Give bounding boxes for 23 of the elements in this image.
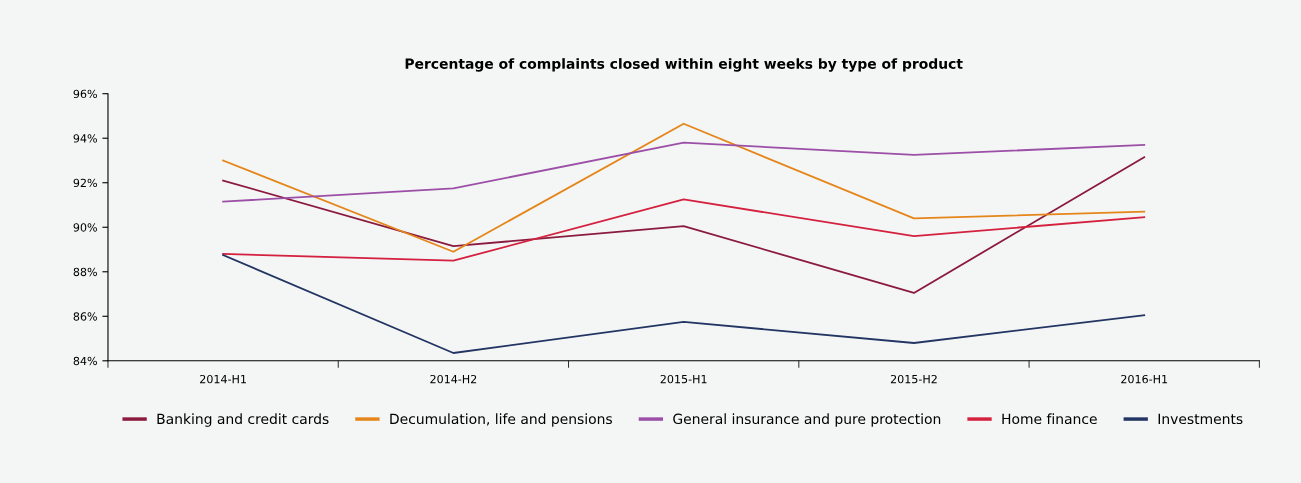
line-series bbox=[222, 122, 1146, 253]
y-tick-label: 86% bbox=[73, 312, 97, 321]
line-series bbox=[222, 254, 1146, 354]
legend-label: Decumulation, life and pensions bbox=[390, 413, 613, 427]
legend-label: General insurance and pure protection bbox=[673, 413, 941, 427]
legend-label: Investments bbox=[1158, 413, 1243, 425]
line-series bbox=[222, 198, 1146, 262]
y-tick-label: 84% bbox=[73, 356, 97, 366]
line-series bbox=[222, 156, 1146, 294]
x-tick-label: 2016-H1 bbox=[1121, 374, 1168, 384]
x-tick-label: 2014-H1 bbox=[200, 374, 246, 384]
x-tick-label: 2015-H2 bbox=[890, 374, 937, 384]
y-tick-label: 90% bbox=[73, 223, 97, 232]
chart-title: Percentage of complaints closed within eight weeks by type of product bbox=[405, 58, 963, 72]
y-tick-label: 88% bbox=[73, 267, 97, 277]
x-tick-label: 2014-H2 bbox=[430, 374, 477, 384]
y-tick-label: 96% bbox=[73, 89, 97, 99]
y-tick-label: 94% bbox=[73, 134, 97, 143]
x-tick-label: 2015-H1 bbox=[660, 374, 707, 384]
y-tick-label: 92% bbox=[73, 178, 97, 188]
legend-label: Home finance bbox=[1002, 413, 1097, 425]
legend-label: Banking and credit cards bbox=[157, 413, 329, 427]
line-series bbox=[222, 141, 1146, 203]
